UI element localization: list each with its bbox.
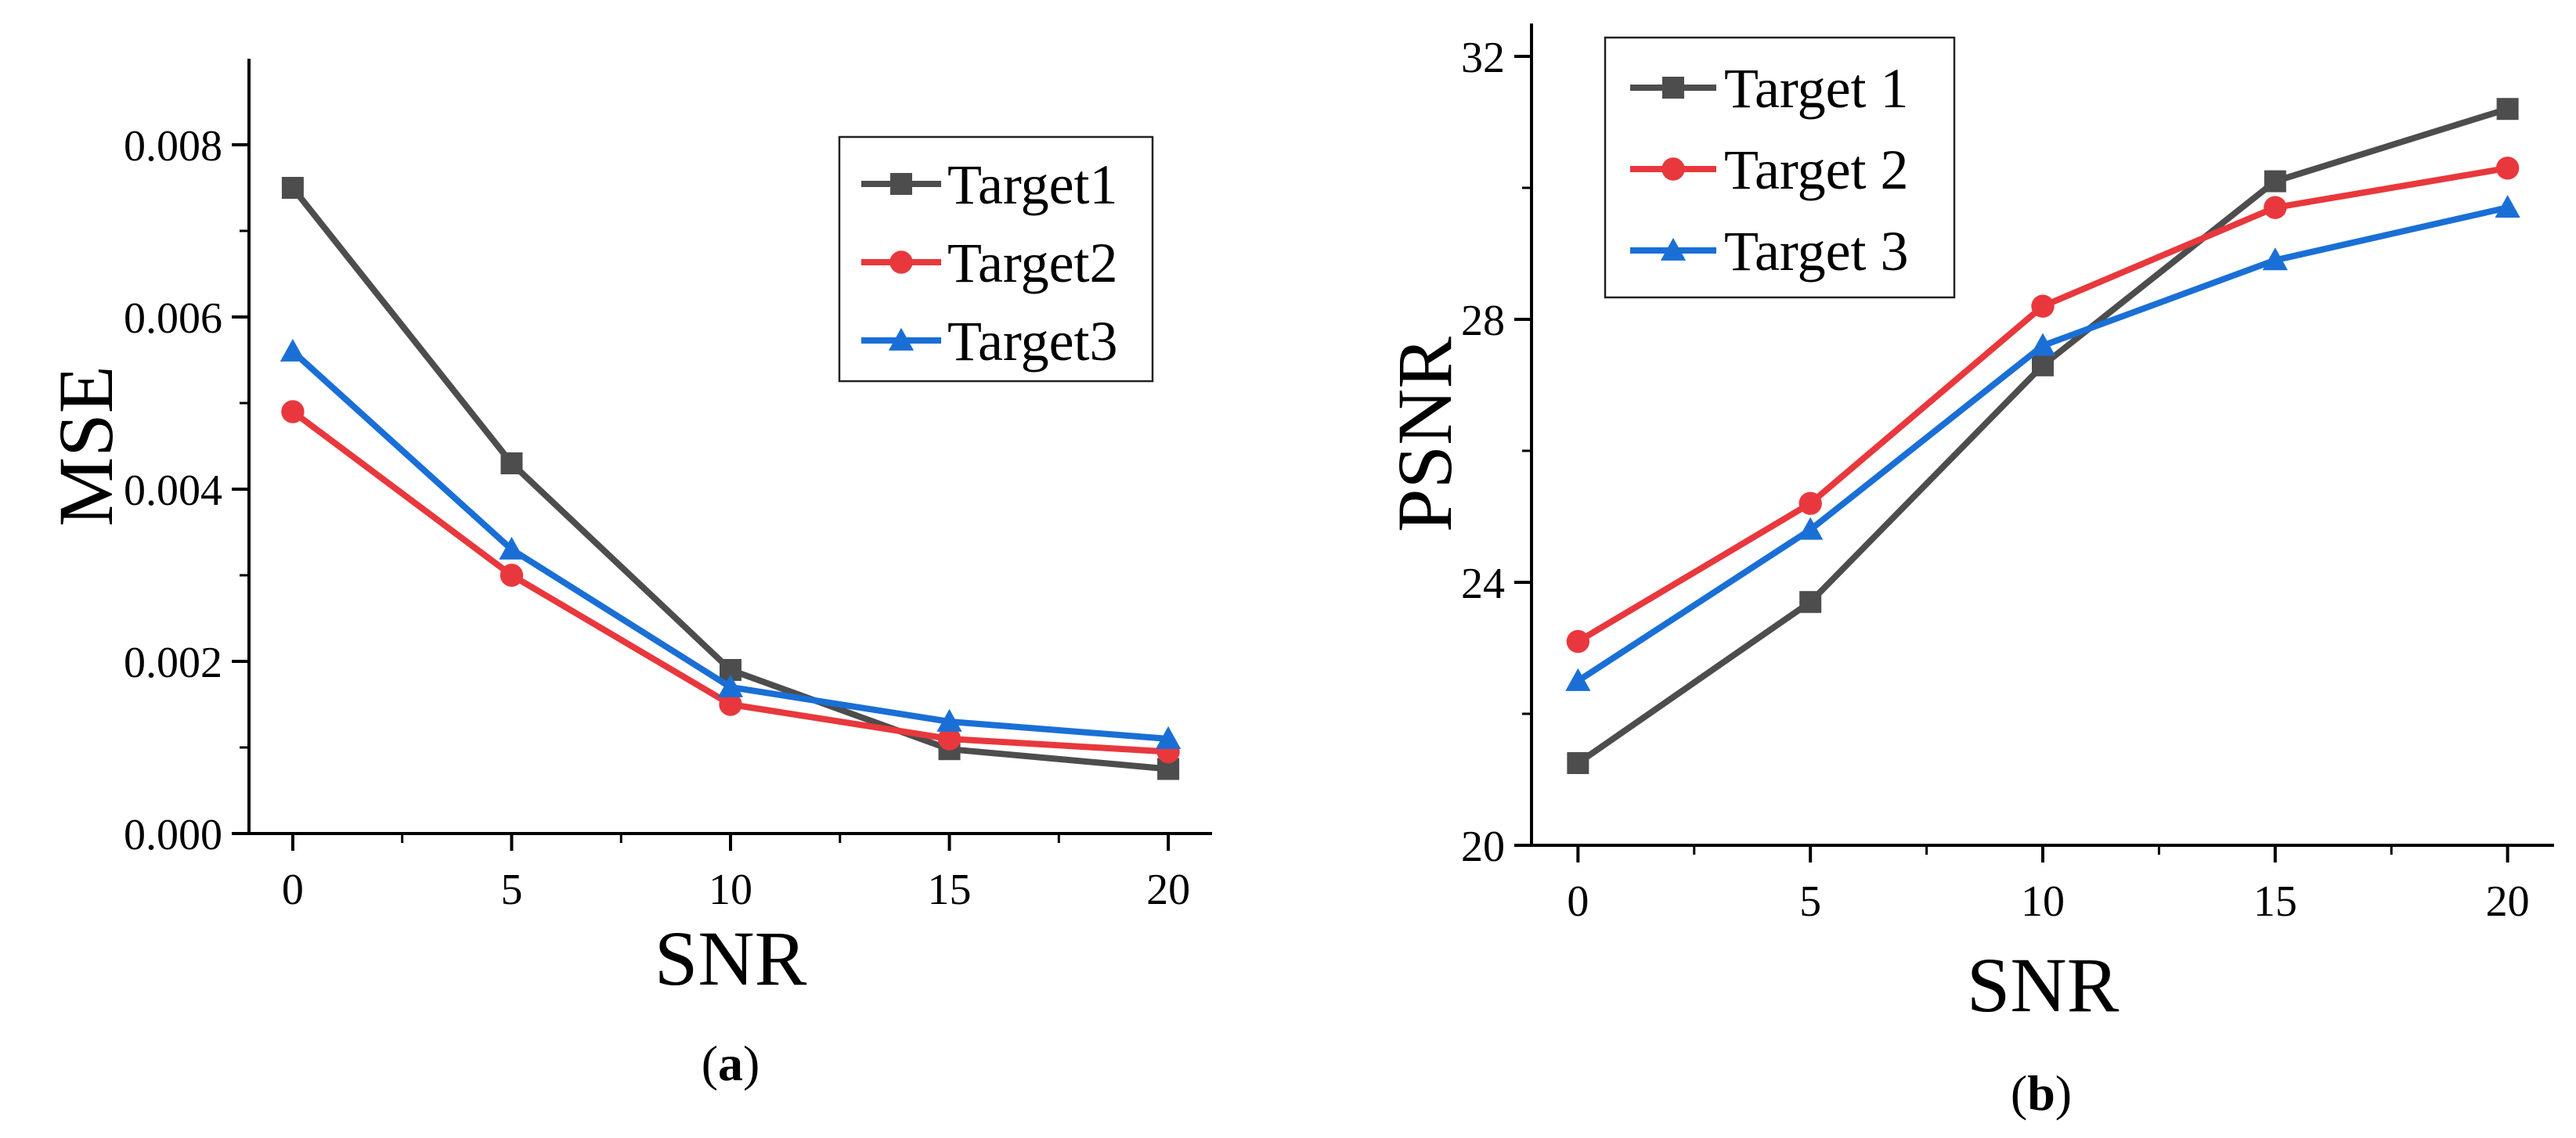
- x-tick-label: 10: [709, 866, 752, 914]
- data-point: [2496, 98, 2519, 121]
- x-tick-label: 0: [1567, 877, 1589, 926]
- y-tick-label: 0.000: [124, 811, 222, 859]
- series-target2: [281, 400, 1180, 764]
- data-point: [1799, 591, 1822, 614]
- data-point: [281, 400, 305, 423]
- x-tick-label: 20: [1146, 866, 1190, 914]
- legend-marker: [1661, 157, 1685, 181]
- y-tick-label: 32: [1461, 34, 1505, 82]
- y-tick-label: 24: [1461, 560, 1505, 608]
- legend-label: Target 1: [1724, 57, 1909, 120]
- data-point: [2264, 196, 2287, 219]
- x-tick-label: 15: [928, 866, 972, 914]
- x-axis-title: SNR: [655, 915, 807, 1002]
- x-tick-label: 20: [2486, 877, 2530, 926]
- data-point: [1798, 517, 1824, 540]
- x-tick-label: 0: [282, 866, 304, 914]
- x-tick-label: 15: [2253, 877, 2297, 926]
- y-axis-title: PSNR: [1381, 337, 1468, 532]
- data-point: [2495, 195, 2520, 218]
- legend: Target 1 Target 2 Target 3: [1604, 36, 1956, 299]
- data-point: [937, 727, 961, 751]
- panel-caption-letter: b: [2027, 1065, 2055, 1121]
- y-axis-title: MSE: [42, 366, 129, 527]
- legend-marker: [890, 173, 912, 195]
- data-point: [500, 564, 524, 587]
- panel-a: 0 5 10 15 20 0.000 0.002 0.004 0.006 0.008 SNR MSE T…: [42, 59, 1212, 1091]
- series-target3: [280, 338, 1182, 749]
- legend-label: Target 3: [1724, 220, 1909, 283]
- legend-marker: [889, 250, 913, 274]
- data-point: [2029, 333, 2056, 356]
- legend-marker: [1662, 77, 1684, 99]
- legend-label: Target1: [947, 153, 1118, 216]
- panel-caption-letter: a: [718, 1035, 743, 1091]
- data-point: [2264, 170, 2286, 193]
- legend-marker: [888, 327, 915, 351]
- data-point: [2495, 157, 2520, 180]
- y-tick-label: 0.002: [124, 639, 222, 687]
- y-tick-label: 0.008: [124, 122, 222, 171]
- series-target-1: [1567, 98, 2519, 774]
- x-tick-label: 5: [500, 866, 522, 914]
- data-point: [281, 177, 304, 199]
- data-point: [719, 693, 742, 716]
- data-point: [1799, 492, 1822, 515]
- series-target-3: [1565, 195, 2520, 691]
- data-point: [2032, 354, 2054, 376]
- data-point: [2262, 247, 2288, 271]
- y-tick-label: 20: [1461, 823, 1505, 871]
- y-tick-label: 28: [1461, 297, 1505, 345]
- data-point: [280, 338, 306, 362]
- data-point: [1567, 752, 1589, 774]
- y-tick-label: 0.006: [124, 294, 222, 343]
- data-point: [717, 674, 744, 697]
- data-point: [2031, 294, 2055, 318]
- series-target-2: [1566, 157, 2520, 654]
- panel-caption: (a): [702, 1035, 760, 1091]
- legend: Target1 Target2 Target3: [838, 135, 1154, 383]
- legend-label: Target2: [947, 232, 1118, 294]
- data-point: [1565, 668, 1591, 691]
- x-tick-label: 5: [1799, 877, 1821, 926]
- y-tick-label: 0.004: [124, 466, 222, 515]
- x-axis-title: SNR: [1967, 942, 2120, 1028]
- legend-label: Target3: [947, 310, 1118, 373]
- legend-label: Target 2: [1724, 139, 1909, 201]
- data-point: [1155, 726, 1182, 749]
- data-point: [1566, 629, 1590, 654]
- x-tick-label: 10: [2021, 877, 2065, 926]
- panel-caption: (b): [2011, 1065, 2072, 1121]
- legend-marker: [1660, 237, 1687, 261]
- data-point: [499, 536, 525, 560]
- data-point: [936, 708, 962, 732]
- data-point: [500, 452, 523, 474]
